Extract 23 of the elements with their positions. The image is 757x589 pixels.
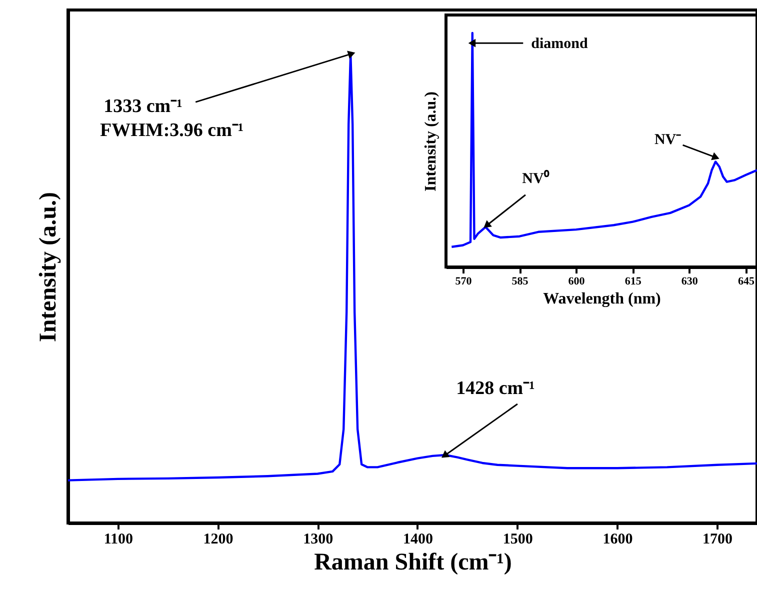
annotation: NV⁰: [522, 168, 550, 187]
x-tick-label: 1400: [402, 532, 433, 548]
x-tick-label: 1200: [203, 532, 234, 548]
annotation: FWHM:3.96 cm⁻¹: [100, 120, 244, 141]
x-tick-label: 600: [568, 276, 586, 288]
x-tick-label: 615: [624, 276, 642, 288]
x-tick-label: 630: [681, 276, 698, 288]
x-tick-label: 570: [455, 276, 472, 288]
x-tick-label: 645: [738, 276, 755, 288]
annotation: 1333 cm⁻¹: [104, 96, 182, 118]
y-axis-title: Intensity (a.u.): [422, 91, 440, 192]
x-axis-title: Raman Shift (cm⁻¹): [314, 550, 512, 576]
x-axis-title: Wavelength (nm): [543, 290, 661, 308]
x-tick-label: 585: [512, 276, 529, 288]
annotation: NV⁻: [654, 132, 682, 148]
y-axis-title: Intensity (a.u.): [36, 192, 62, 342]
x-tick-label: 1700: [702, 532, 733, 548]
x-tick-label: 1100: [104, 532, 134, 548]
annotation: diamond: [531, 36, 588, 52]
x-tick-label: 1500: [502, 532, 533, 548]
x-tick-label: 1300: [303, 532, 334, 548]
x-tick-label: 1600: [602, 532, 633, 548]
annotation: 1428 cm⁻¹: [456, 378, 535, 400]
